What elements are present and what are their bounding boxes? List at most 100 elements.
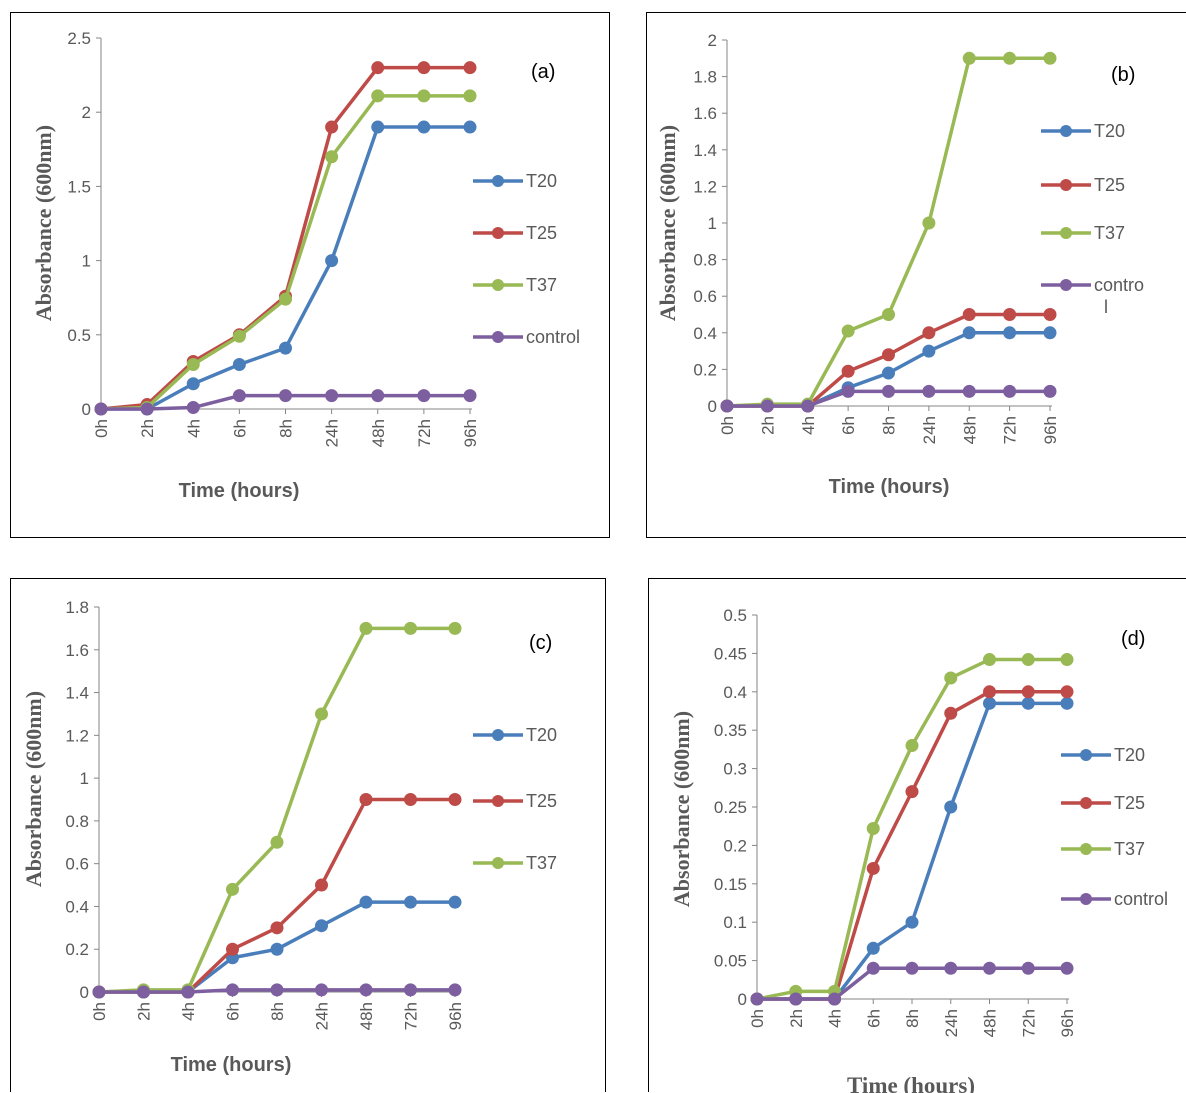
data-point-control [1003,384,1017,398]
chart-panel-a: 0 0.5 1 1.5 2 2.5 0h 2h 4h 6h 8h 24h 48h 72h 96h T20 T25… [10,12,610,538]
y-tick-label: 1 [80,769,89,788]
data-point-T37 [866,822,880,836]
legend-marker-control [1080,893,1092,905]
data-point-T20 [279,341,292,355]
x-tick-label: 2h [135,1002,154,1021]
data-point-T20 [325,254,339,268]
data-point-T37 [232,329,246,343]
chart-b-svg: 0 0.2 0.4 0.6 0.8 1 1.2 1.4 1.6 1.8 2 0h 2h 4h 6h 8h 24h… [655,31,1144,498]
data-point-control [232,389,246,403]
data-point-T20 [315,919,328,933]
x-tick-label: 96h [446,1002,465,1030]
x-tick-label: 4h [799,416,818,435]
data-point-T20 [186,377,200,391]
data-point-T37 [186,357,200,371]
legend-label-T20: T20 [526,171,557,191]
x-axis-title: Time (hours) [179,480,300,502]
y-axis-title: Absorbance (600nm) [655,125,680,321]
y-tick-label: 1.8 [693,68,717,87]
x-tick-label: 96h [1058,1009,1077,1037]
data-point-control [448,983,462,997]
data-point-T20 [905,915,919,929]
y-tick-label: 0.2 [723,836,747,855]
data-point-T37 [1003,51,1017,65]
data-point-control [1021,961,1035,975]
data-point-T25 [270,921,284,935]
legend-label-T37: T37 [526,275,557,295]
data-point-T37 [371,89,385,103]
data-point-control [270,983,284,997]
y-tick-label: 2.5 [67,29,91,48]
data-point-control [922,384,936,398]
legend-marker-control [1060,279,1072,291]
legend-label-T20: T20 [526,725,557,745]
data-point-T25 [922,326,936,340]
x-tick-label: 4h [826,1009,845,1028]
x-tick-label: 24h [323,419,342,447]
y-tick-label: 0.5 [67,326,91,345]
x-tick-label: 24h [313,1002,332,1030]
data-point-control [325,389,339,403]
data-point-control [760,399,774,413]
legend-label-T20: T20 [1114,745,1145,765]
data-point-T20 [371,120,385,134]
x-tick-label: 8h [277,419,296,438]
data-point-T25 [371,61,385,75]
x-tick-label: 48h [981,1009,1000,1037]
data-point-T37 [1021,653,1035,667]
data-point-T20 [463,120,477,134]
data-point-control [882,384,895,398]
legend-marker-T20 [1060,125,1072,137]
data-point-T25 [1043,308,1057,321]
data-point-T37 [404,621,417,635]
x-tick-label: 8h [903,1009,922,1028]
y-tick-label: 1 [82,252,91,271]
data-point-T25 [944,706,958,720]
x-tick-label: 6h [230,419,249,438]
chart-panel-d: 0 0.05 0.1 0.15 0.2 0.25 0.3 0.35 0.4 0.45 0.5 0h 2h… [648,578,1186,1093]
data-point-T37 [882,308,895,321]
data-point-T20 [922,344,936,358]
x-tick-label: 0h [90,1002,109,1021]
x-tick-label: 4h [179,1002,198,1021]
legend-marker-T25 [492,227,504,239]
data-point-T20 [882,366,895,380]
data-point-T20 [944,800,958,814]
legend-label-T25: T25 [1094,175,1125,195]
data-point-control [801,399,815,413]
y-tick-label: 0.8 [693,251,717,270]
data-point-T25 [841,364,855,378]
data-point-control [962,384,976,398]
data-point-control [463,389,477,403]
legend-marker-control [492,331,504,343]
y-tick-label: 0.8 [65,812,89,831]
data-point-T25 [417,61,431,75]
legend-marker-T25 [1060,179,1072,191]
data-point-T25 [448,793,462,806]
x-tick-label: 24h [942,1009,961,1037]
data-point-T25 [1021,685,1035,699]
data-point-T25 [315,878,328,892]
data-point-T37 [226,882,239,896]
y-tick-label: 0 [80,983,89,1002]
chart-a-svg: 0 0.5 1 1.5 2 2.5 0h 2h 4h 6h 8h 24h 48h 72h 96h T20 T25… [31,29,580,502]
x-tick-label: 96h [461,419,480,447]
y-tick-label: 0 [738,990,747,1009]
legend-label-T37: T37 [526,853,557,873]
data-point-control [983,961,996,975]
x-tick-label: 6h [864,1009,883,1028]
y-tick-label: 0.5 [723,606,747,625]
y-axis-title: Absorbance (600nm) [31,125,56,321]
legend-label-T25: T25 [526,791,557,811]
data-point-T37 [1043,51,1057,65]
series-line-T25 [757,690,1067,1001]
data-point-control [279,389,292,403]
series-line-T25 [100,65,470,411]
data-point-T37 [922,216,936,230]
legend-marker-T37 [1080,843,1092,855]
x-tick-label: 0h [748,1009,767,1028]
y-tick-label: 0.6 [65,855,89,874]
x-tick-label: 72h [1019,1009,1038,1037]
data-point-control [944,961,958,975]
x-tick-label: 96h [1041,416,1060,444]
